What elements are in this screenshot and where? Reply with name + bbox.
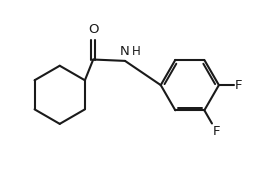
Text: H: H — [132, 45, 141, 58]
Text: F: F — [213, 125, 221, 138]
Text: O: O — [88, 23, 99, 36]
Text: N: N — [120, 45, 130, 58]
Text: F: F — [235, 79, 243, 92]
